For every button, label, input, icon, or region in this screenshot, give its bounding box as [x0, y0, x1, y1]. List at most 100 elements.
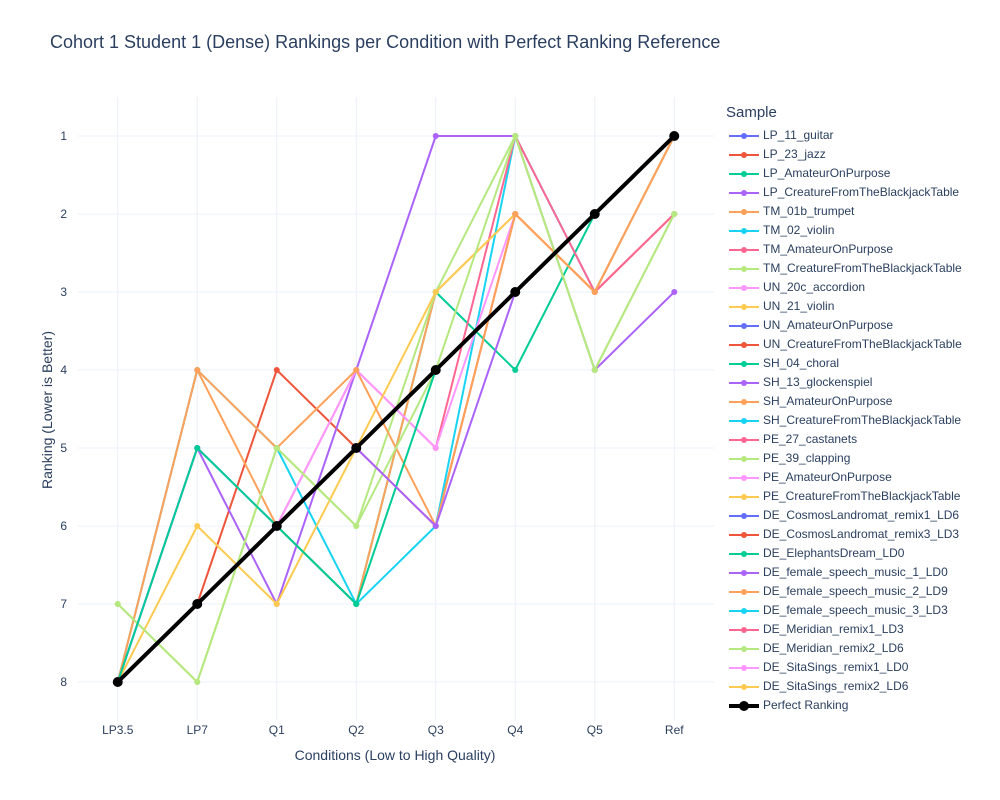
- data-point: [512, 367, 519, 373]
- legend-label: LP_23_jazz: [763, 147, 826, 161]
- data-point: [273, 367, 280, 373]
- series-layer: [112, 131, 680, 687]
- legend-item[interactable]: TM_AmateurOnPurpose: [726, 240, 996, 259]
- legend-swatch: [729, 266, 759, 272]
- legend-item[interactable]: DE_ElephantsDream_LD0: [726, 544, 996, 563]
- data-point: [430, 365, 441, 375]
- legend-item[interactable]: PE_39_clapping: [726, 449, 996, 468]
- legend-label: DE_CosmosLandromat_remix3_LD3: [763, 527, 960, 541]
- legend-items: LP_11_guitar LP_23_jazz LP_AmateurOnPurpos…: [726, 126, 996, 715]
- data-point: [591, 367, 598, 373]
- y-tick-label: 8: [60, 675, 67, 689]
- legend-swatch: [729, 304, 759, 310]
- x-tick-label: Q1: [269, 723, 285, 737]
- data-point: [512, 211, 519, 217]
- legend-label: DE_Meridian_remix1_LD3: [763, 622, 904, 636]
- legend-item[interactable]: PE_AmateurOnPurpose: [726, 468, 996, 487]
- legend-swatch: [729, 380, 759, 386]
- legend-swatch: [729, 532, 759, 538]
- legend-label: LP_11_guitar: [763, 128, 834, 142]
- y-tick-label: 6: [60, 519, 67, 533]
- y-tick-label: 4: [60, 363, 67, 377]
- legend-swatch: [729, 399, 759, 405]
- data-point: [432, 133, 439, 139]
- y-axis-title: Ranking (Lower is Better): [39, 331, 55, 489]
- legend-item[interactable]: TM_01b_trumpet: [726, 202, 996, 221]
- legend-item[interactable]: DE_SitaSings_remix2_LD6: [726, 677, 996, 696]
- data-point: [112, 677, 123, 687]
- legend-swatch: [729, 323, 759, 329]
- legend-swatch: [729, 133, 759, 139]
- legend-item[interactable]: PE_CreatureFromTheBlackjackTable: [726, 487, 996, 506]
- legend-item[interactable]: TM_CreatureFromTheBlackjackTable: [726, 259, 996, 278]
- legend-label: Perfect Ranking: [763, 698, 849, 712]
- legend-item[interactable]: UN_20c_accordion: [726, 278, 996, 297]
- legend-swatch: [729, 361, 759, 367]
- legend-label: TM_CreatureFromTheBlackjackTable: [763, 261, 962, 275]
- data-point: [353, 601, 360, 607]
- x-tick-label: Ref: [665, 723, 684, 737]
- legend-label: DE_ElephantsDream_LD0: [763, 546, 905, 560]
- legend-item[interactable]: DE_Meridian_remix1_LD3: [726, 620, 996, 639]
- legend-label: DE_female_speech_music_2_LD9: [763, 584, 948, 598]
- legend-swatch: [729, 152, 759, 158]
- legend-swatch: [729, 209, 759, 215]
- legend-label: UN_AmateurOnPurpose: [763, 318, 894, 332]
- series-line: [117, 135, 676, 683]
- legend-item[interactable]: TM_02_violin: [726, 221, 996, 240]
- legend-item[interactable]: LP_CreatureFromTheBlackjackTable: [726, 183, 996, 202]
- legend-item[interactable]: PE_27_castanets: [726, 430, 996, 449]
- data-point: [194, 523, 201, 529]
- legend-item[interactable]: SH_13_glockenspiel: [726, 373, 996, 392]
- legend-label: UN_20c_accordion: [763, 280, 866, 294]
- legend-label: LP_AmateurOnPurpose: [763, 166, 891, 180]
- legend-label: PE_CreatureFromTheBlackjackTable: [763, 489, 961, 503]
- legend-item[interactable]: UN_21_violin: [726, 297, 996, 316]
- legend-swatch: [729, 551, 759, 557]
- x-tick-label: Q2: [348, 723, 364, 737]
- legend-swatch: [729, 665, 759, 671]
- legend-item[interactable]: SH_AmateurOnPurpose: [726, 392, 996, 411]
- legend-swatch: [729, 513, 759, 519]
- data-point: [273, 601, 280, 607]
- y-tick-label: 7: [60, 597, 67, 611]
- x-axis-title: Conditions (Low to High Quality): [295, 747, 496, 763]
- data-point: [510, 287, 521, 297]
- legend-item[interactable]: DE_Meridian_remix2_LD6: [726, 639, 996, 658]
- legend-item[interactable]: DE_female_speech_music_3_LD3: [726, 601, 996, 620]
- legend-item[interactable]: LP_23_jazz: [726, 145, 996, 164]
- legend-label: TM_AmateurOnPurpose: [763, 242, 894, 256]
- legend-item[interactable]: DE_CosmosLandromat_remix1_LD6: [726, 506, 996, 525]
- legend-label: LP_CreatureFromTheBlackjackTable: [763, 185, 960, 199]
- legend-swatch: [729, 608, 759, 614]
- legend-label: DE_SitaSings_remix2_LD6: [763, 679, 909, 693]
- tick-layer: LP3.5 LP7 Q1 Q2 Q3 Q4 Q5 Ref 1 2 3 4 5 6 7 8: [60, 129, 684, 737]
- legend-item[interactable]: LP_AmateurOnPurpose: [726, 164, 996, 183]
- data-point: [353, 367, 360, 373]
- legend-item[interactable]: UN_CreatureFromTheBlackjackTable: [726, 335, 996, 354]
- legend-item[interactable]: SH_04_choral: [726, 354, 996, 373]
- series-line: [116, 134, 676, 684]
- data-point: [432, 523, 439, 529]
- legend-swatch: [729, 171, 759, 177]
- x-tick-label: Q5: [587, 723, 603, 737]
- legend-item[interactable]: DE_female_speech_music_2_LD9: [726, 582, 996, 601]
- legend-swatch: [729, 589, 759, 595]
- legend-label: PE_27_castanets: [763, 432, 858, 446]
- legend-item[interactable]: UN_AmateurOnPurpose: [726, 316, 996, 335]
- legend-item[interactable]: DE_female_speech_music_1_LD0: [726, 563, 996, 582]
- legend-label: TM_01b_trumpet: [763, 204, 855, 218]
- legend-swatch: [729, 684, 759, 690]
- legend-item[interactable]: DE_SitaSings_remix1_LD0: [726, 658, 996, 677]
- legend-item[interactable]: Perfect Ranking: [726, 696, 996, 715]
- legend-label: PE_AmateurOnPurpose: [763, 470, 892, 484]
- legend-item[interactable]: DE_CosmosLandromat_remix3_LD3: [726, 525, 996, 544]
- legend-label: SH_13_glockenspiel: [763, 375, 873, 389]
- data-point: [512, 133, 519, 139]
- series-Perfect Ranking: [112, 131, 680, 687]
- data-point: [353, 523, 360, 529]
- legend-swatch: [729, 418, 759, 424]
- legend-item[interactable]: LP_11_guitar: [726, 126, 996, 145]
- legend-item[interactable]: SH_CreatureFromTheBlackjackTable: [726, 411, 996, 430]
- data-point: [351, 443, 362, 453]
